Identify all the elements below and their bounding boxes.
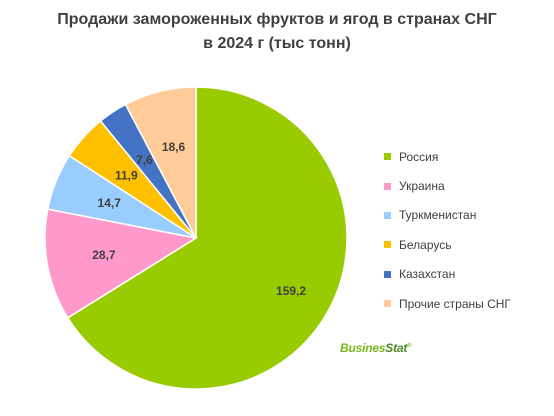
logo-text-part-1: Busines — [340, 341, 386, 355]
legend-label: Туркменистан — [399, 208, 477, 223]
data-label-беларусь: 11,9 — [115, 168, 138, 182]
legend-label: Украина — [399, 179, 445, 194]
legend-swatch — [384, 270, 391, 278]
legend-item-беларусь: Беларусь — [384, 230, 511, 259]
legend-swatch — [384, 153, 391, 161]
legend-swatch — [384, 182, 391, 190]
data-label-украина: 28,7 — [92, 248, 116, 262]
chart-legend: Россия Украина Туркменистан Беларусь Казахст… — [384, 142, 511, 318]
legend-item-туркменистан: Туркменистан — [384, 201, 511, 230]
chart-title-line-2: в 2024 г (тыс тонн) — [203, 35, 351, 52]
data-label-россия: 159,2 — [276, 284, 306, 298]
legend-label: Казахстан — [399, 267, 456, 282]
chart-title-line-1: Продажи замороженных фруктов и ягод в ст… — [57, 11, 497, 28]
legend-label: Россия — [399, 149, 439, 164]
data-label-туркменистан: 14,7 — [98, 196, 122, 210]
legend-label: Беларусь — [399, 237, 452, 252]
logo-text-part-2: Stat — [385, 341, 408, 355]
legend-swatch — [384, 300, 391, 308]
legend-item-прочие-страны-снг: Прочие страны СНГ — [384, 289, 511, 318]
legend-item-украина: Украина — [384, 171, 511, 200]
logo-registered-mark: ® — [407, 343, 412, 349]
legend-item-россия: Россия — [384, 142, 511, 171]
chart-title: Продажи замороженных фруктов и ягод в ст… — [0, 8, 554, 56]
legend-label: Прочие страны СНГ — [399, 296, 511, 311]
data-label-прочие-страны-снг: 18,6 — [162, 140, 186, 154]
pie-slice-украина — [44, 208, 199, 319]
pie-slice-россия — [66, 86, 348, 390]
pie-slice-прочие-страны-снг — [124, 86, 197, 239]
legend-swatch — [384, 241, 391, 249]
data-label-казахстан: 7,6 — [136, 153, 153, 167]
legend-swatch — [384, 211, 391, 219]
businesstat-logo: BusinesStat® — [340, 341, 412, 355]
legend-item-казахстан: Казахстан — [384, 260, 511, 289]
